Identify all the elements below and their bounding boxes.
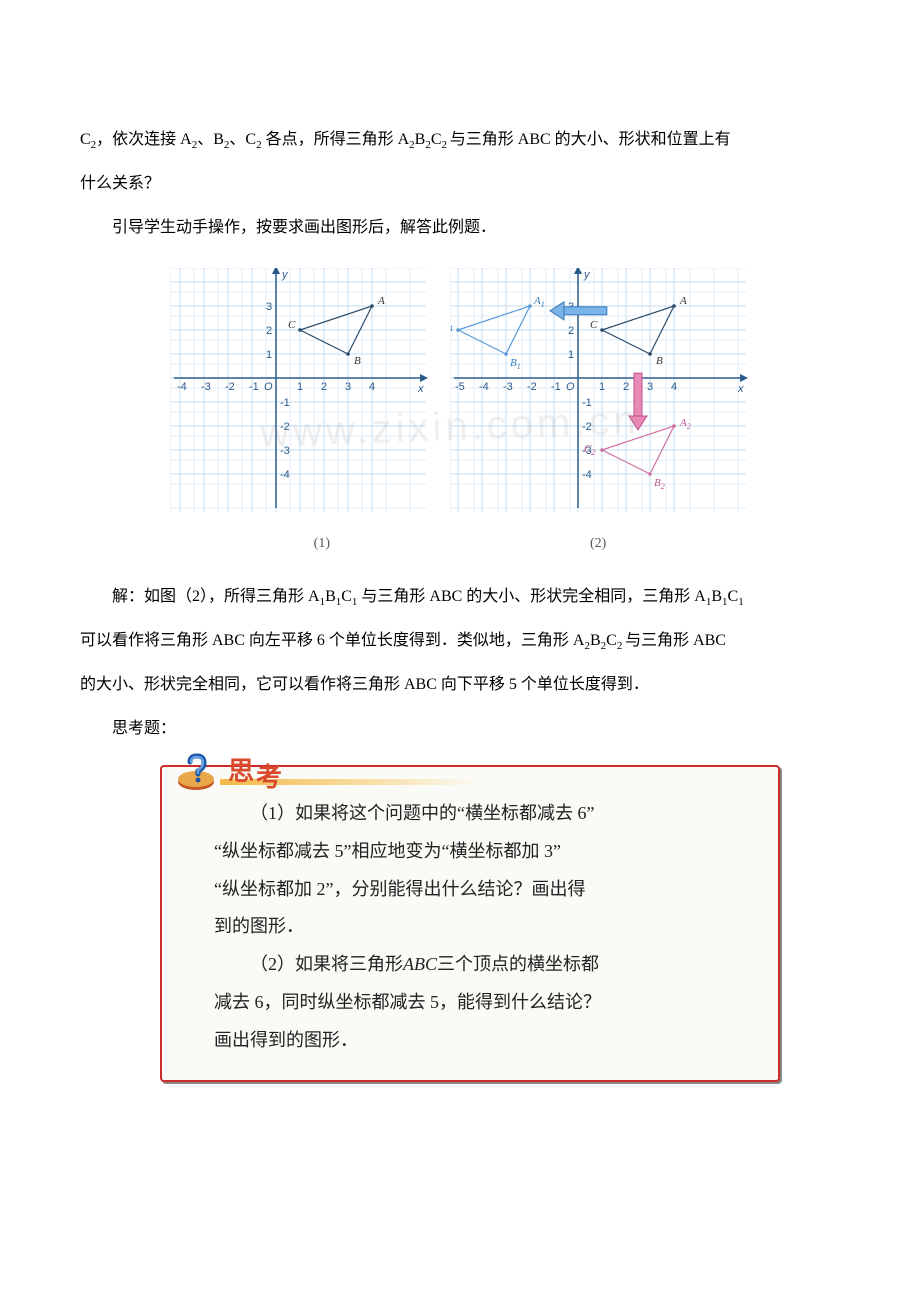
- text: 可以看作将三角形 ABC 向左平移 6 个单位长度得到．类似地，三角形 A: [80, 632, 584, 649]
- paragraph-2: 引导学生动手操作，按要求画出图形后，解答此例题．: [80, 208, 840, 248]
- text: C: [606, 632, 617, 649]
- paragraph-1b: 什么关系？: [80, 164, 840, 204]
- paragraph-solution-1: 解：如图（2），所得三角形 A1B1C1 与三角形 ABC 的大小、形状完全相同…: [80, 577, 840, 617]
- svg-text:2: 2: [568, 325, 574, 337]
- text: B: [415, 131, 426, 148]
- svg-text:O: O: [566, 381, 575, 393]
- text: （2）如果将三角形: [250, 954, 403, 974]
- subscript: 2: [617, 640, 625, 652]
- svg-text:x: x: [737, 383, 744, 395]
- svg-text:1: 1: [568, 349, 574, 361]
- figure-2: -5-4-3-2-11234123-1-2-3-4OxyA1B1C1ABCA2B…: [450, 268, 750, 518]
- svg-text:-5: -5: [455, 381, 465, 393]
- figure-1: -4 -3 -2 -1 1 2 3 4 1 2 3 -1 -2 -3 -4 Ox y A B C: [170, 268, 430, 518]
- text: C: [431, 131, 442, 148]
- text: C: [728, 588, 739, 605]
- svg-text:A2: A2: [679, 417, 691, 431]
- svg-text:-1: -1: [249, 381, 259, 393]
- svg-text:-1: -1: [582, 397, 592, 409]
- document-page: C2，依次连接 A2、B2、C2 各点，所得三角形 A2B2C2 与三角形 AB…: [0, 0, 920, 1142]
- svg-text:-3: -3: [280, 445, 290, 457]
- svg-text:4: 4: [369, 381, 375, 393]
- svg-text:-4: -4: [177, 381, 187, 393]
- question-mark-icon: [176, 752, 220, 792]
- text: 解：如图（2），所得三角形 A: [112, 588, 320, 605]
- svg-text:A: A: [679, 295, 687, 307]
- text: 三个顶点的横坐标都: [437, 954, 599, 974]
- figure-row: -4 -3 -2 -1 1 2 3 4 1 2 3 -1 -2 -3 -4 Ox y A B C -5 -4 -3 -2 -1…: [80, 268, 840, 518]
- think-header: 思考: [176, 739, 284, 804]
- svg-text:-1: -1: [551, 381, 561, 393]
- svg-text:1: 1: [297, 381, 303, 393]
- text: 各点，所得三角形 A: [262, 131, 410, 148]
- think-title-char1: 思: [228, 757, 256, 786]
- svg-text:-2: -2: [225, 381, 235, 393]
- paragraph-solution-3: 的大小、形状完全相同，它可以看作将三角形 ABC 向下平移 5 个单位长度得到．: [80, 665, 840, 705]
- svg-text:A1: A1: [533, 295, 545, 309]
- svg-text:1: 1: [266, 349, 272, 361]
- svg-text:-4: -4: [280, 469, 290, 481]
- text: 、C: [229, 131, 256, 148]
- think-q1-line2: “纵坐标都减去 5”相应地变为“横坐标都加 3”: [214, 833, 742, 871]
- text: B: [711, 588, 722, 605]
- text: B: [590, 632, 601, 649]
- think-q2-line2: 减去 6，同时纵坐标都减去 5，能得到什么结论？: [214, 984, 742, 1022]
- text: ，依次连接 A: [96, 131, 192, 148]
- think-q1-line3: “纵坐标都加 2”，分别能得出什么结论？画出得: [214, 871, 742, 909]
- subscript: 1: [738, 596, 744, 608]
- svg-text:x: x: [417, 383, 424, 395]
- text: 与三角形 ABC: [625, 632, 726, 649]
- text: 、B: [197, 131, 224, 148]
- figure-labels: (1) (2): [80, 526, 840, 561]
- text: B: [325, 588, 336, 605]
- text: 与三角形 ABC 的大小、形状和位置上有: [450, 131, 731, 148]
- svg-text:-3: -3: [503, 381, 513, 393]
- svg-text:B: B: [354, 355, 361, 367]
- svg-text:2: 2: [321, 381, 327, 393]
- svg-text:C1: C1: [450, 319, 453, 333]
- svg-text:O: O: [264, 381, 273, 393]
- svg-text:3: 3: [266, 301, 272, 313]
- svg-text:-1: -1: [280, 397, 290, 409]
- think-q1-line1: （1）如果将这个问题中的“横坐标都减去 6”: [214, 795, 742, 833]
- svg-text:-2: -2: [280, 421, 290, 433]
- svg-text:2: 2: [266, 325, 272, 337]
- svg-text:3: 3: [345, 381, 351, 393]
- think-q1-line4: 到的图形．: [214, 908, 742, 946]
- think-q2-line3: 画出得到的图形．: [214, 1022, 742, 1060]
- svg-text:1: 1: [599, 381, 605, 393]
- figure-1-label: (1): [314, 526, 330, 561]
- svg-text:4: 4: [671, 381, 677, 393]
- svg-text:y: y: [281, 269, 289, 281]
- svg-text:-2: -2: [527, 381, 537, 393]
- svg-text:C: C: [288, 319, 296, 331]
- svg-text:3: 3: [647, 381, 653, 393]
- text: 与三角形 ABC 的大小、形状完全相同，三角形 A: [357, 588, 705, 605]
- think-content: （1）如果将这个问题中的“横坐标都减去 6” “纵坐标都减去 5”相应地变为“横…: [160, 765, 780, 1082]
- subscript: 2: [442, 139, 450, 151]
- svg-text:A: A: [377, 295, 385, 307]
- svg-text:B2: B2: [654, 477, 665, 491]
- think-title-char2: 考: [256, 763, 284, 792]
- paragraph-solution-2: 可以看作将三角形 ABC 向左平移 6 个单位长度得到．类似地，三角形 A2B2…: [80, 621, 840, 661]
- svg-text:B: B: [656, 355, 663, 367]
- paragraph-1: C2，依次连接 A2、B2、C2 各点，所得三角形 A2B2C2 与三角形 AB…: [80, 120, 840, 160]
- svg-text:-4: -4: [479, 381, 489, 393]
- svg-text:C: C: [590, 319, 598, 331]
- svg-text:-2: -2: [582, 421, 592, 433]
- think-box: 思考 （1）如果将这个问题中的“横坐标都减去 6” “纵坐标都减去 5”相应地变…: [160, 765, 780, 1082]
- svg-text:B1: B1: [510, 357, 521, 371]
- figure-2-label: (2): [590, 526, 606, 561]
- svg-text:y: y: [583, 269, 591, 281]
- svg-text:-3: -3: [201, 381, 211, 393]
- text: C: [80, 131, 91, 148]
- text: C: [341, 588, 352, 605]
- abc-italic: ABC: [403, 954, 437, 974]
- svg-text:-4: -4: [582, 469, 592, 481]
- think-q2-line1: （2）如果将三角形ABC三个顶点的横坐标都: [214, 946, 742, 984]
- think-title: 思考: [228, 739, 284, 804]
- svg-text:2: 2: [623, 381, 629, 393]
